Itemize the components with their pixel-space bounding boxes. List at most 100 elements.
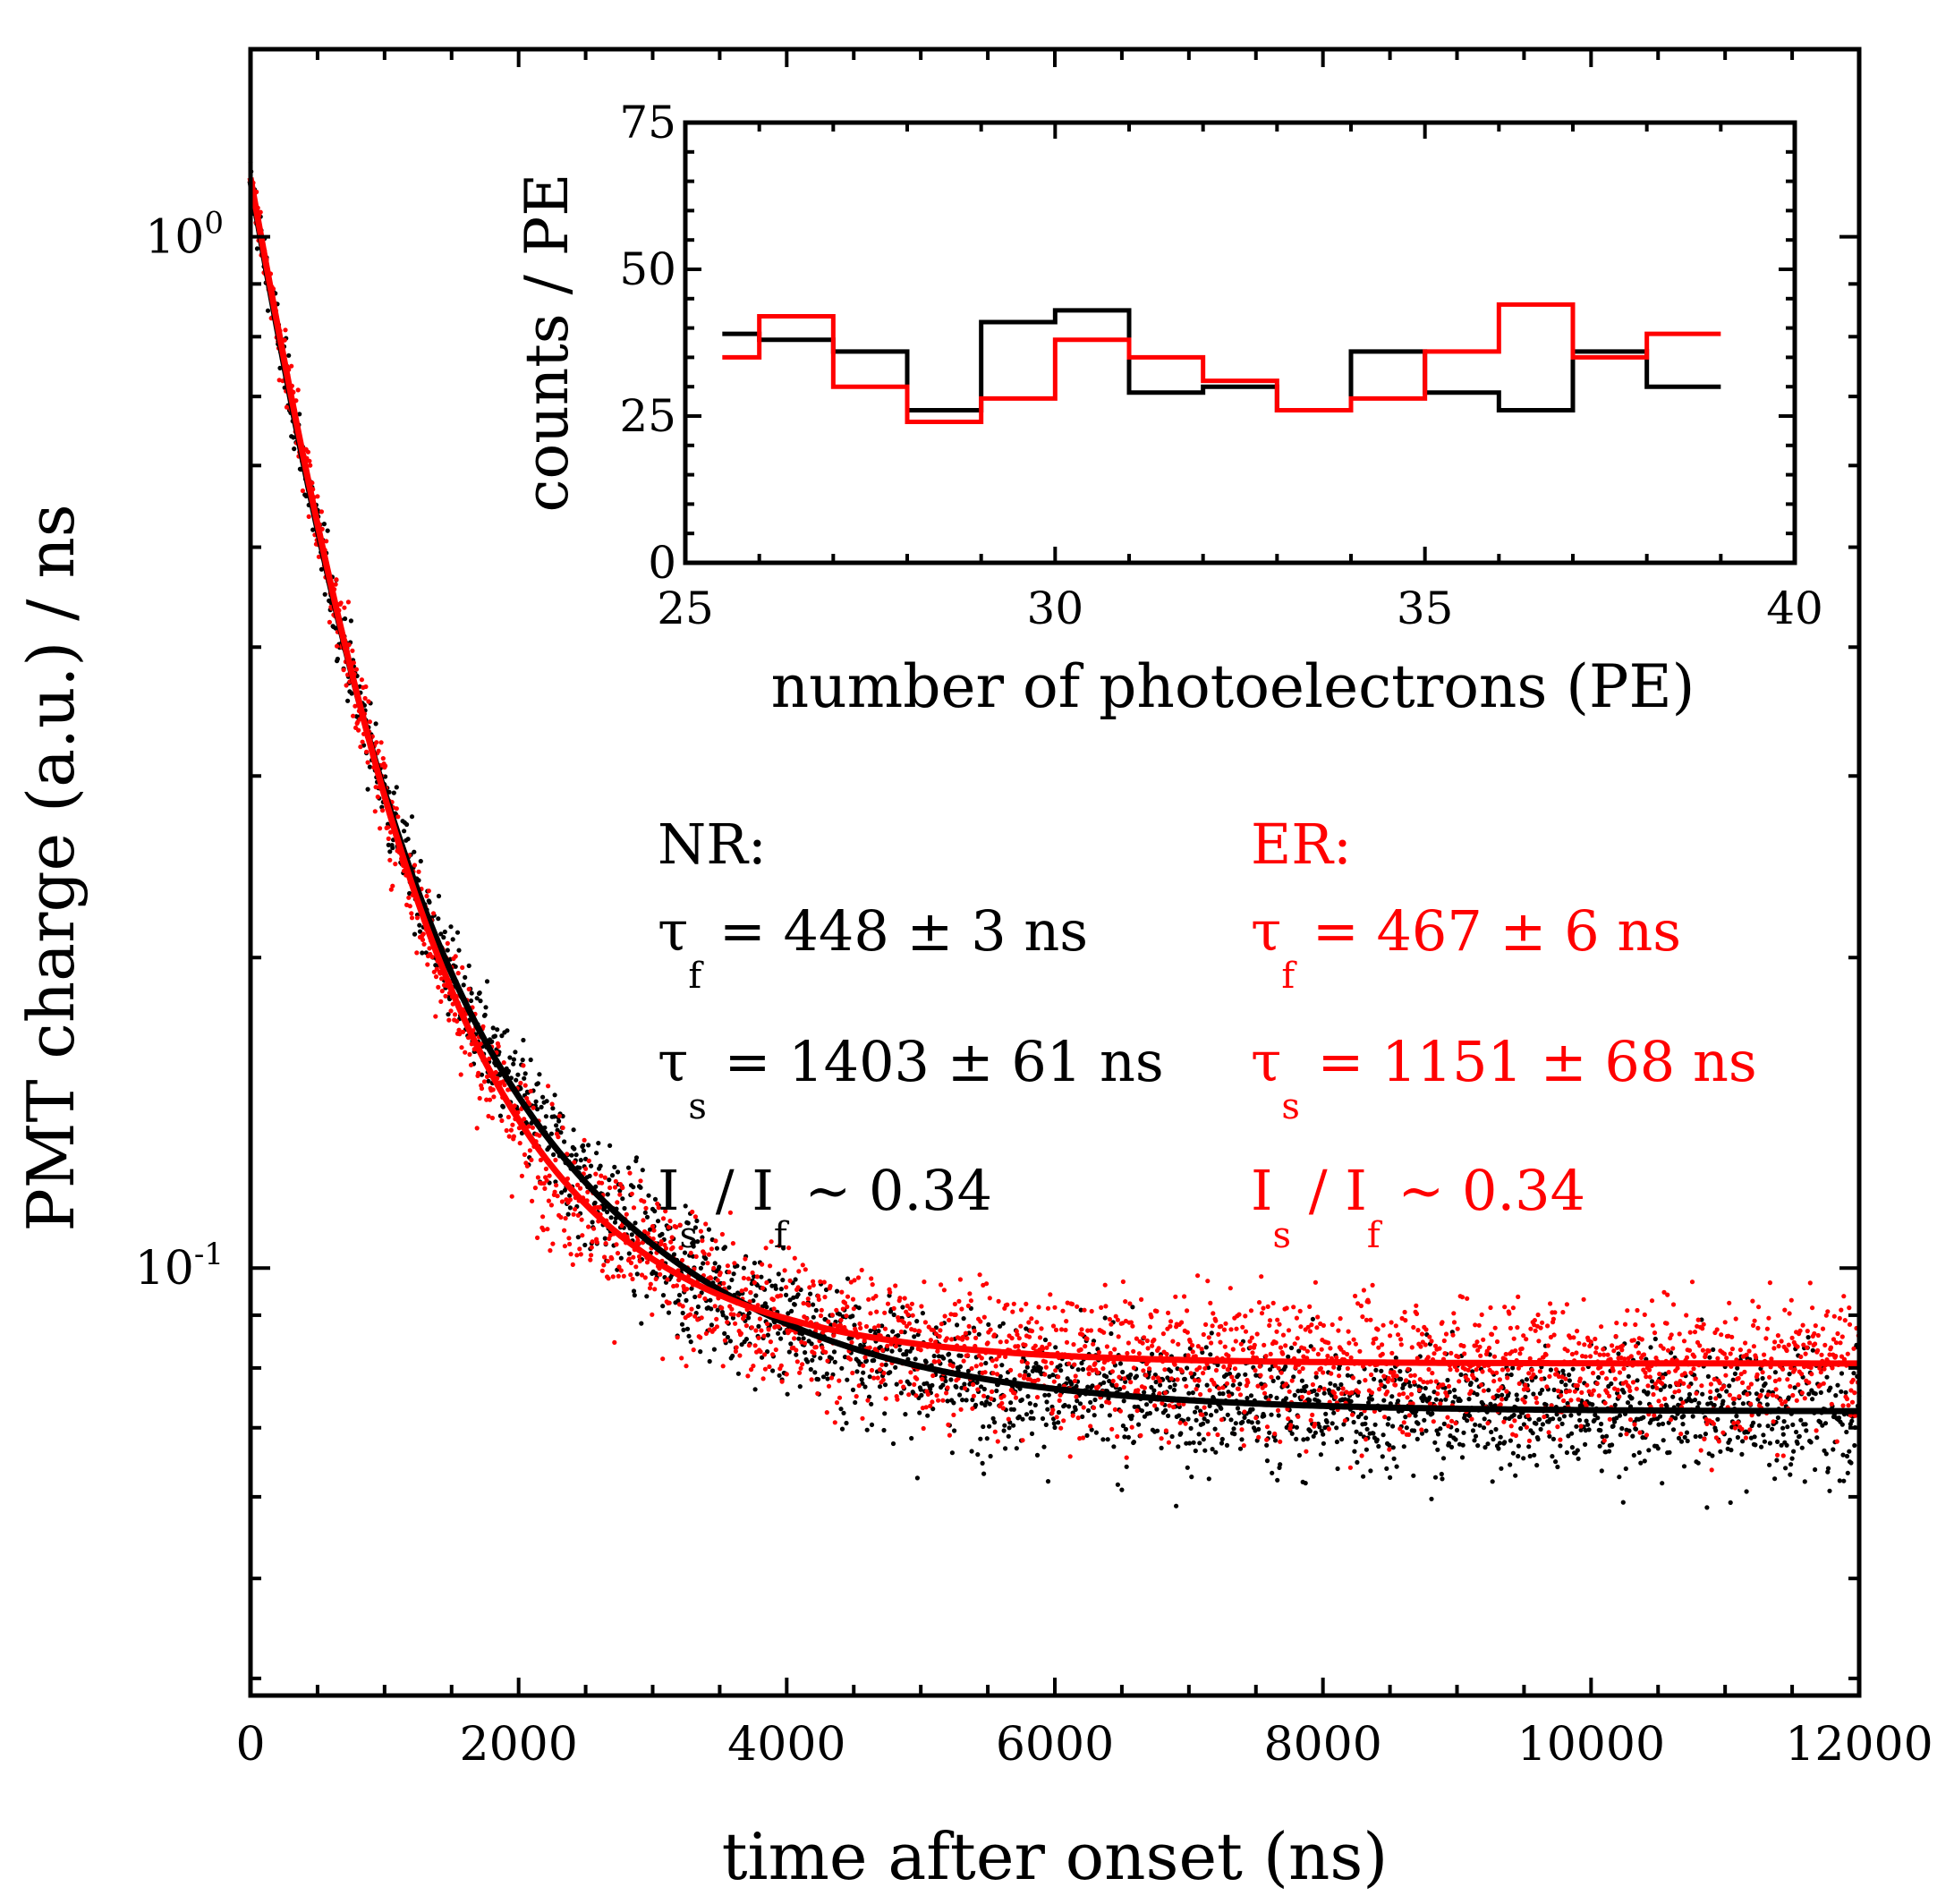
er-data-point [1393,1323,1398,1329]
inset-x-tick-label: 40 [1766,582,1823,634]
nr-data-point [712,1261,718,1266]
nr-data-point [1430,1411,1435,1416]
nr-data-point [1078,1307,1083,1313]
nr-data-point [514,1077,519,1083]
nr-data-point [1759,1444,1764,1449]
er-data-point [644,1260,650,1265]
main-axes-frame [248,47,1862,1698]
nr-data-point [1422,1396,1428,1401]
er-data-point [1210,1323,1215,1329]
nr-data-point [709,1322,715,1328]
er-data-point [709,1246,715,1252]
er-data-point [540,1214,546,1220]
er-data-point [1318,1365,1323,1371]
er-data-point [1687,1330,1693,1335]
nr-data-point [1278,1462,1283,1467]
er-data-point [1443,1331,1449,1337]
er-data-point [524,1163,531,1169]
er-data-point [1701,1322,1706,1327]
nr-data-point [1007,1425,1012,1431]
nr-data-point [349,691,354,696]
er-data-point [1339,1390,1345,1397]
er-data-point [1535,1312,1541,1318]
er-data-point [741,1275,747,1281]
nr-data-point [1540,1387,1545,1393]
er-data-point [898,1329,905,1335]
nr-data-point [691,1244,696,1249]
er-data-point [1036,1305,1041,1310]
er-data-point [1692,1354,1697,1359]
nr-data-point [709,1306,714,1312]
nr-data-point [474,996,480,1001]
nr-data-point [1237,1446,1244,1451]
nr-data-point [1823,1451,1829,1457]
er-data-point [1126,1340,1131,1346]
er-data-point [1712,1376,1717,1382]
er-data-point [801,1301,806,1306]
nr-data-point [756,1323,761,1329]
er-data-point [615,1251,621,1256]
er-data-point [477,1095,482,1101]
nr-data-point [1713,1428,1719,1433]
er-data-point [1034,1395,1041,1400]
er-data-point [762,1366,769,1372]
nr-data-point [562,1139,567,1144]
er-data-point [862,1338,867,1343]
er-data-point [1835,1330,1840,1337]
er-data-point [794,1347,799,1353]
nr-data-point [722,1330,727,1336]
nr-data-point [1557,1416,1562,1422]
er-data-point [1448,1367,1453,1373]
er-data-point [610,1274,616,1279]
nr-data-point [553,1179,558,1185]
er-data-point [1091,1405,1097,1410]
nr-data-point [1142,1390,1147,1395]
er-data-point [829,1313,835,1318]
nr-data-point [571,1127,576,1133]
er-data-point [638,1178,643,1184]
nr-data-point [1550,1436,1556,1441]
nr-data-point [558,1130,564,1135]
er-data-point [458,1072,463,1077]
nr-data-point [1163,1407,1168,1413]
nr-data-point [1364,1415,1369,1421]
nr-data-point [1843,1390,1848,1395]
er-data-point [409,911,414,916]
er-data-point [575,1182,581,1187]
nr-data-point [612,1220,618,1225]
er-data-point [1351,1337,1356,1342]
er-data-point [965,1353,971,1358]
er-data-point [1121,1384,1126,1390]
er-data-point [698,1228,704,1234]
er-data-point [1695,1317,1701,1322]
er-data-point [961,1358,966,1364]
nr-data-point [1686,1391,1693,1397]
er-data-point [1408,1373,1414,1379]
er-data-point [1258,1373,1263,1378]
nr-data-point [477,990,482,996]
nr-data-point [1510,1450,1516,1456]
er-data-point [1822,1342,1828,1347]
nr-data-point [1396,1398,1401,1404]
nr-data-point [714,1245,720,1251]
nr-data-point [869,1422,875,1427]
nr-data-point [445,948,450,953]
er-data-point [822,1295,828,1300]
er-data-point [1020,1438,1025,1443]
er-data-point [1109,1322,1114,1327]
nr-data-point [1656,1422,1661,1427]
er-data-point [630,1276,635,1282]
nr-data-point [973,1402,979,1407]
er-data-point [1505,1367,1510,1373]
er-data-point [1700,1326,1705,1331]
nr-data-point [455,930,461,935]
nr-data-point [1270,1470,1275,1475]
er-data-point [378,826,383,831]
er-data-point [956,1298,962,1304]
er-data-point [1693,1376,1698,1381]
er-data-point [1406,1413,1412,1418]
x-tick-label: 4000 [727,1718,845,1772]
er-data-point [1802,1396,1807,1401]
nr-data-point [1270,1378,1276,1383]
er-data-point [639,1272,645,1278]
